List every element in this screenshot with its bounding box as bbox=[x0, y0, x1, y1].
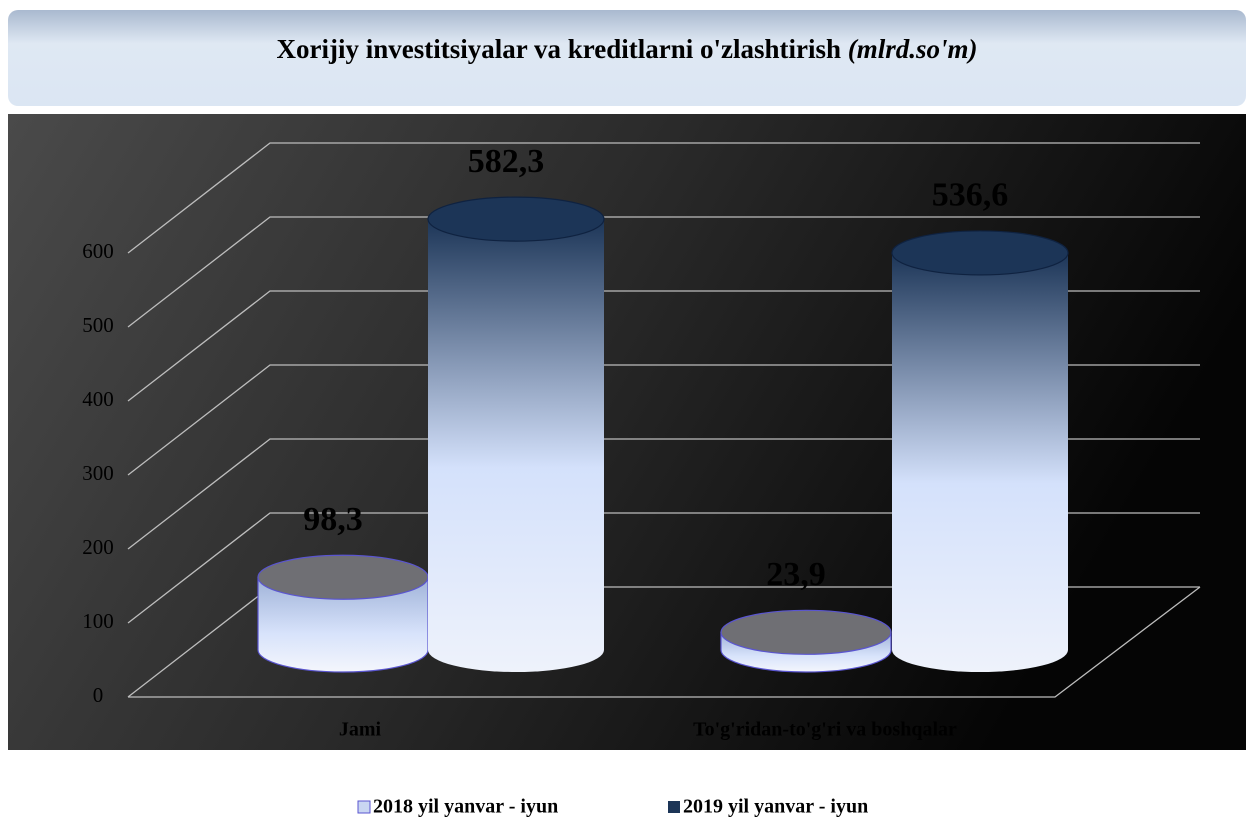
value-label: 98,3 bbox=[303, 501, 363, 538]
grid-line bbox=[127, 216, 1200, 328]
cylinder-top bbox=[427, 196, 605, 242]
cylinder-top bbox=[720, 609, 892, 655]
cylinder-body bbox=[428, 219, 604, 672]
y-tick-label: 100 bbox=[82, 609, 114, 633]
legend-swatch bbox=[668, 801, 680, 813]
grid-line bbox=[127, 142, 1200, 254]
legend-swatch bbox=[357, 800, 371, 814]
y-tick-label: 500 bbox=[82, 313, 114, 337]
y-tick-label: 0 bbox=[93, 683, 104, 707]
y-tick-label: 200 bbox=[82, 535, 114, 559]
grid-line bbox=[127, 364, 1200, 476]
x-tick-label: To'g'ridan-to'g'ri va boshqalar bbox=[693, 719, 957, 741]
chart-title: Xorijiy investitsiyalar va kreditlarni o… bbox=[276, 34, 977, 64]
title-text: Xorijiy investitsiyalar va kreditlarni o… bbox=[276, 34, 841, 64]
grid-line bbox=[127, 512, 1200, 624]
cylinder-body bbox=[892, 252, 1068, 672]
value-label: 23,9 bbox=[766, 556, 826, 593]
title-band bbox=[8, 10, 1246, 106]
cylinder-body bbox=[257, 576, 429, 673]
value-label: 582,3 bbox=[468, 143, 545, 180]
legend-label: 2019 yil yanvar - iyun bbox=[683, 796, 868, 818]
y-tick-label: 400 bbox=[82, 387, 114, 411]
legend-label: 2018 yil yanvar - iyun bbox=[373, 796, 558, 818]
y-tick-label: 600 bbox=[82, 239, 114, 263]
cylinder-top bbox=[257, 554, 429, 600]
cylinder-top bbox=[891, 230, 1069, 276]
x-tick-label: Jami bbox=[339, 719, 382, 741]
grid-line bbox=[127, 438, 1200, 550]
floor-edge bbox=[128, 586, 1201, 698]
title-unit: (mlrd.so'm) bbox=[848, 34, 978, 64]
value-label: 536,6 bbox=[932, 177, 1009, 214]
grid-line bbox=[127, 290, 1200, 402]
y-tick-label: 300 bbox=[82, 461, 114, 485]
